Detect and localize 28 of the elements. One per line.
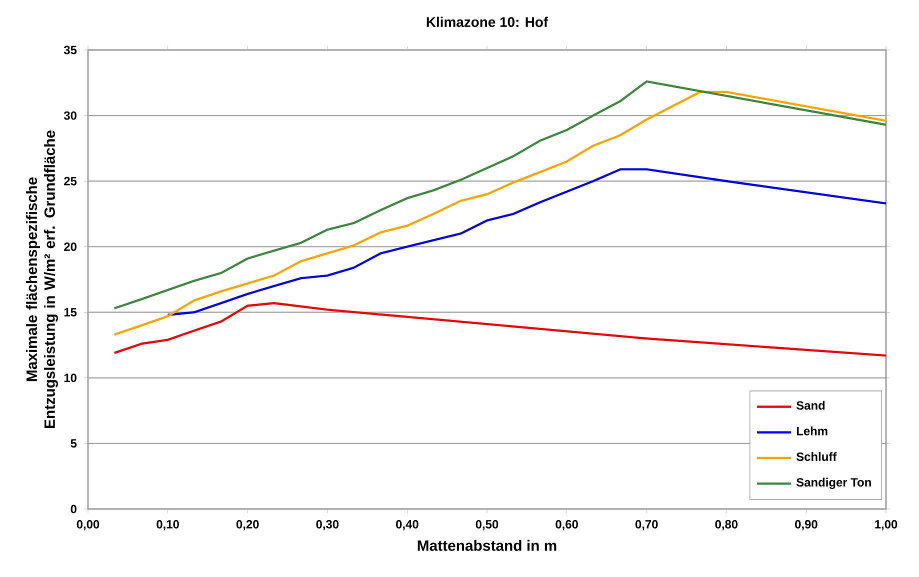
legend-label: Sandiger Ton (796, 478, 871, 489)
line-series (113, 302, 888, 357)
legend-label: Sand (796, 400, 825, 410)
chart-title: Klimazone 10: Hof (426, 16, 548, 27)
x-tick-label: 0,60 (556, 520, 578, 530)
x-axis-title: Mattenabstand in m (418, 540, 556, 551)
x-tick-label: 0,80 (715, 520, 738, 530)
legend-label: Schluff (796, 452, 837, 461)
line-series (166, 168, 888, 316)
y-tick-label: 20 (64, 242, 76, 251)
x-tick-label: 0,00 (76, 520, 100, 530)
y-tick-label: 35 (64, 46, 77, 54)
x-tick-label: 0,90 (795, 520, 818, 530)
y-tick-label: 0 (70, 504, 76, 514)
legend-label: Lehm (796, 426, 828, 436)
y-tick-label: 25 (64, 176, 77, 186)
x-tick-label: 1,00 (875, 520, 898, 530)
y-tick-label: 15 (64, 308, 77, 316)
y-axis-title: Maximale flächenspezifische Entzugsleistung in W/m² erf. Grundfläche (26, 130, 58, 428)
x-tick-label: 0,70 (635, 520, 658, 530)
x-tick-label: 0,20 (236, 520, 259, 530)
x-tick-label: 0,10 (156, 520, 179, 530)
y-tick-label: 30 (64, 111, 76, 120)
x-tick-label: 0,40 (396, 520, 418, 530)
y-tick-label: 5 (70, 439, 77, 448)
y-tick-label: 10 (64, 374, 76, 382)
x-tick-label: 0,30 (316, 520, 339, 530)
x-tick-label: 0,50 (476, 520, 498, 530)
